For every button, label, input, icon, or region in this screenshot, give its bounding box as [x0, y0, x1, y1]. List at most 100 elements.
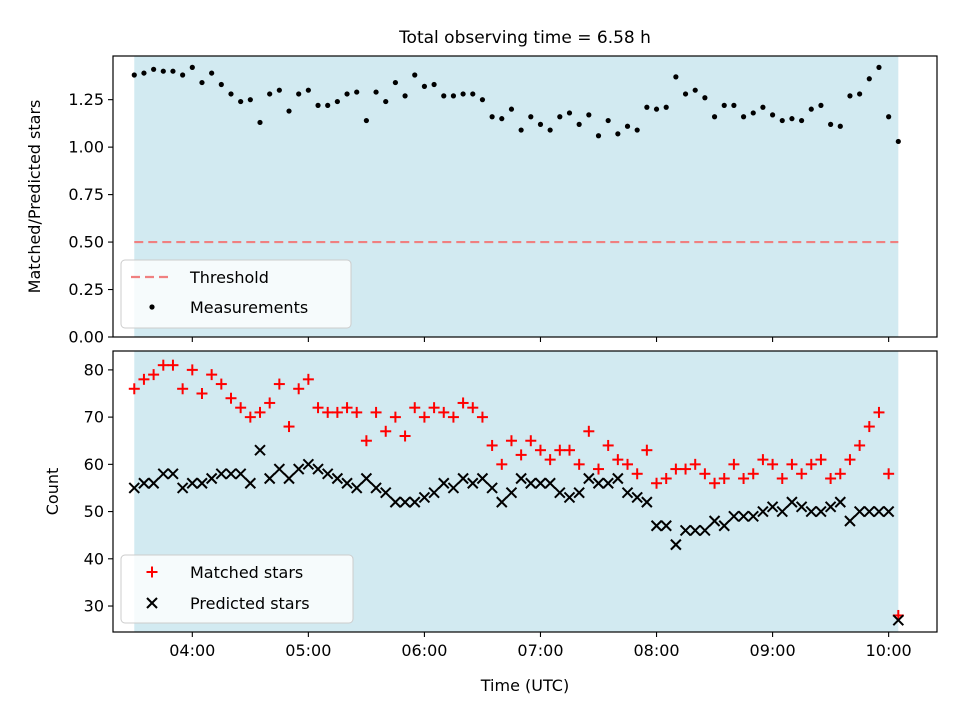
- matched-star-marker: [834, 468, 846, 480]
- matched-star-marker: [215, 378, 227, 390]
- measurement-point: [392, 79, 399, 86]
- measurement-point: [624, 123, 631, 129]
- top-y-tick-label: 1.25: [68, 90, 104, 109]
- matched-star-marker: [718, 473, 730, 485]
- predicted-star-markers: [128, 444, 905, 626]
- matched-star-marker: [738, 473, 750, 485]
- predicted-star-marker: [341, 477, 353, 489]
- predicted-star-marker: [389, 496, 402, 508]
- predicted-star-marker: [592, 477, 605, 489]
- top-y-tick-label: 0.00: [68, 328, 104, 347]
- predicted-star-marker: [834, 496, 846, 508]
- predicted-star-marker: [728, 510, 740, 523]
- predicted-star-marker: [186, 477, 199, 489]
- bottom-y-tick-label: 40: [84, 549, 104, 568]
- predicted-star-marker: [486, 482, 498, 494]
- bottom-y-tick-label: 80: [84, 360, 104, 379]
- top-panel: Total observing time = 6.58 h 0.000.250.…: [25, 28, 938, 347]
- matched-star-marker: [554, 444, 566, 456]
- matched-star-marker: [776, 473, 788, 485]
- predicted-star-marker: [176, 482, 189, 494]
- predicted-star-marker: [283, 472, 295, 485]
- measurement-point: [151, 66, 157, 72]
- measurement-point: [286, 108, 292, 114]
- matched-star-marker: [399, 430, 411, 442]
- measurement-point: [305, 87, 311, 93]
- measurement-point: [344, 91, 350, 97]
- matched-star-marker: [747, 468, 759, 480]
- predicted-star-marker: [679, 524, 692, 537]
- matched-star-marker: [128, 383, 140, 395]
- bottom-y-tick-label: 60: [84, 455, 104, 474]
- predicted-star-marker: [254, 444, 266, 456]
- predicted-star-marker: [196, 477, 208, 489]
- matched-star-marker: [418, 411, 430, 423]
- predicted-star-marker: [660, 520, 672, 532]
- legend-predicted-label: Predicted stars: [190, 594, 310, 613]
- top-y-tick-label: 0.25: [68, 280, 104, 299]
- measurement-point: [886, 114, 892, 120]
- measurement-point: [276, 87, 282, 93]
- bottom-panel: 30 40 50 60 70 80 04:00 05:00 06:00 07:00 08:00 09…: [43, 350, 938, 695]
- bottom-y-tick-label: 30: [84, 597, 104, 616]
- matched-star-marker: [486, 439, 498, 451]
- measurement-point: [547, 127, 553, 133]
- measurement-point: [895, 138, 901, 145]
- matched-star-marker: [457, 397, 469, 409]
- matched-star-marker: [370, 406, 382, 418]
- measurement-point: [828, 121, 834, 127]
- predicted-star-marker: [215, 468, 228, 480]
- measurement-point: [740, 114, 747, 120]
- measurement-point: [363, 117, 369, 124]
- matched-star-marker: [167, 359, 179, 371]
- predicted-star-marker: [824, 501, 837, 513]
- measurement-point: [421, 83, 428, 89]
- bottom-y-tick-label: 50: [84, 502, 104, 521]
- measurement-point: [131, 72, 137, 78]
- matched-star-marker: [544, 454, 556, 466]
- measurement-point: [373, 89, 379, 95]
- predicted-star-marker: [602, 477, 614, 489]
- predicted-star-marker: [757, 505, 769, 518]
- matched-star-markers: [128, 359, 904, 621]
- measurement-point: [238, 98, 244, 105]
- bottom-plot-frame: [112, 350, 938, 633]
- measurement-point: [644, 104, 650, 110]
- predicted-star-marker: [815, 505, 827, 518]
- measurement-point: [576, 121, 582, 127]
- measurement-point: [296, 91, 302, 97]
- measurement-point: [460, 91, 466, 97]
- measurement-point: [383, 98, 389, 105]
- measurement-point: [799, 117, 805, 124]
- predicted-star-marker: [263, 472, 276, 485]
- matched-star-marker: [689, 458, 701, 470]
- matched-star-marker: [273, 378, 285, 390]
- predicted-star-marker: [650, 520, 663, 532]
- matched-star-marker: [641, 444, 653, 456]
- matched-star-marker: [351, 406, 363, 418]
- x-tick-label: 09:00: [750, 641, 796, 660]
- predicted-star-marker: [370, 482, 382, 494]
- predicted-star-marker: [863, 505, 876, 518]
- predicted-star-marker: [409, 496, 421, 508]
- predicted-star-marker: [515, 472, 527, 485]
- matched-star-marker: [699, 468, 711, 480]
- legend-threshold-label: Threshold: [189, 268, 269, 287]
- measurement-point: [702, 95, 708, 101]
- measurement-point: [470, 91, 476, 97]
- predicted-star-marker: [128, 482, 140, 494]
- matched-star-marker: [389, 411, 401, 423]
- measurement-point: [769, 112, 776, 118]
- measurement-point: [750, 110, 756, 116]
- predicted-star-marker: [718, 520, 730, 532]
- predicted-star-marker: [786, 496, 798, 508]
- measurement-point: [402, 93, 408, 99]
- matched-star-marker: [709, 477, 721, 489]
- matched-star-marker: [254, 406, 266, 418]
- predicted-star-marker: [563, 491, 576, 504]
- matched-star-marker: [196, 388, 208, 400]
- matched-star-marker: [825, 473, 837, 485]
- matched-star-marker: [476, 411, 488, 423]
- predicted-star-marker: [631, 491, 643, 504]
- top-y-tick-label: 0.50: [68, 233, 104, 252]
